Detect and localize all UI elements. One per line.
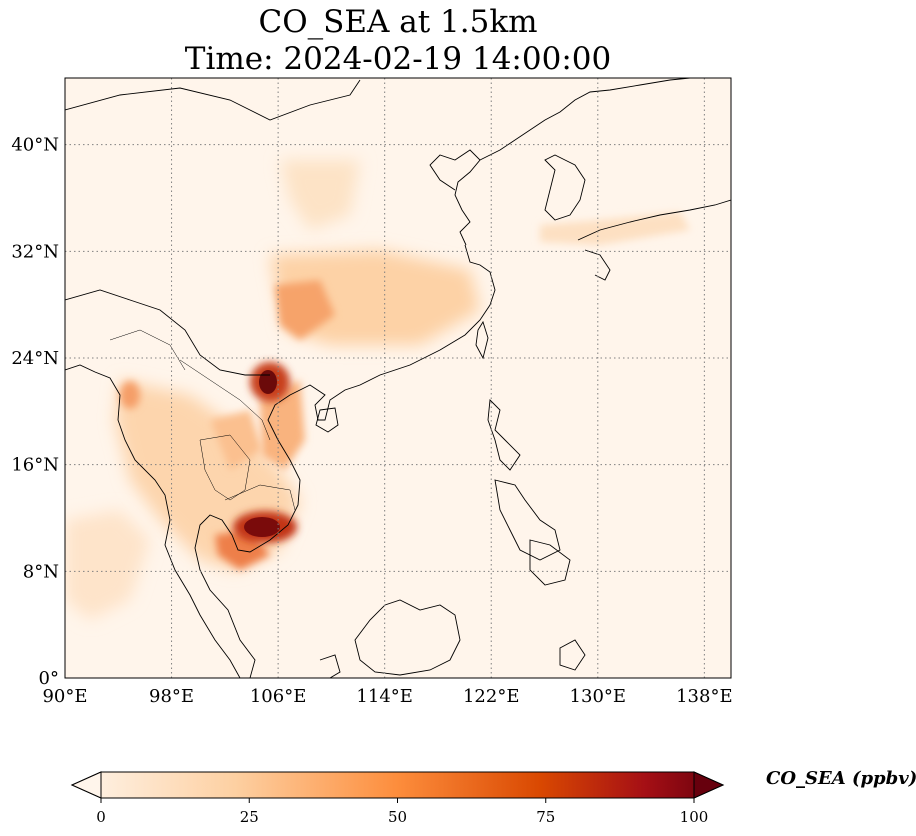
lat-tick-label: 40°N	[11, 135, 59, 156]
lat-tick-label: 0°	[39, 668, 59, 689]
coastlines	[65, 78, 731, 678]
map-subtitle-time: Time: 2024-02-19 14:00:00	[184, 41, 612, 77]
lat-tick-label: 8°N	[23, 561, 59, 582]
map-frame	[64, 77, 732, 679]
lon-tick-label: 98°E	[149, 686, 194, 707]
lon-tick-label: 90°E	[42, 686, 87, 707]
latitude-ticks: 0° 8°N 16°N 24°N 32°N 40°N	[11, 135, 59, 689]
colorbar-tick-label: 75	[536, 808, 555, 826]
lat-tick-label: 24°N	[11, 348, 59, 369]
lon-tick-label: 138°E	[676, 686, 733, 707]
colorbar-tick-label: 0	[96, 808, 106, 826]
colorbar-label: CO_SEA (ppbv)	[766, 768, 916, 789]
concentration-field	[65, 160, 690, 620]
colorbar-high-extend	[693, 771, 725, 799]
map-area	[65, 78, 731, 678]
map-title: CO_SEA at 1.5km	[258, 4, 538, 40]
lat-tick-label: 32°N	[11, 241, 59, 262]
lat-tick-label: 16°N	[11, 455, 59, 476]
colorbar-tick-label: 100	[680, 808, 709, 826]
colorbar: 0 25 50 75 100	[70, 771, 725, 826]
longitude-ticks: 90°E 98°E 106°E 114°E 122°E 130°E 138°E	[42, 686, 732, 707]
colorbar-tick-label: 25	[240, 808, 259, 826]
lon-tick-label: 106°E	[250, 686, 307, 707]
lon-tick-label: 114°E	[356, 686, 413, 707]
colorbar-tick-label: 50	[388, 808, 407, 826]
lon-tick-label: 122°E	[463, 686, 520, 707]
lon-tick-label: 130°E	[570, 686, 627, 707]
gridlines	[65, 78, 731, 678]
colorbar-low-extend	[70, 771, 102, 799]
